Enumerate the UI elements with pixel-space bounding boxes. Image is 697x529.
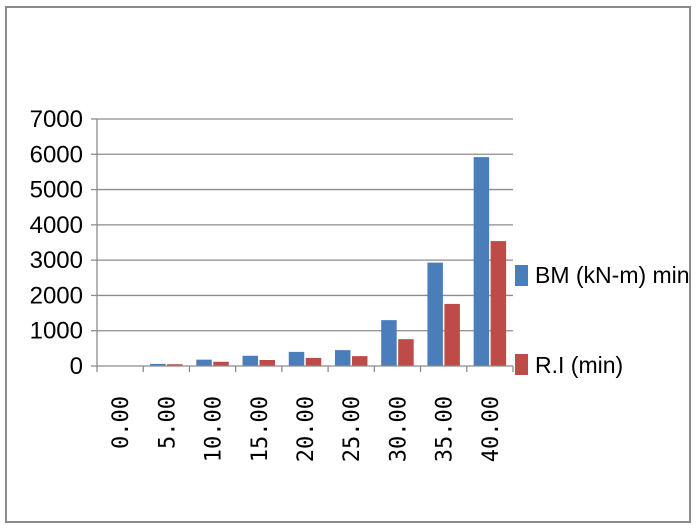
y-tick-label: 7000 xyxy=(30,106,83,133)
bar-bm-35.00 xyxy=(427,262,443,366)
bars xyxy=(150,157,507,366)
gridlines xyxy=(97,118,513,332)
x-tick-label: 20.00 xyxy=(294,396,319,462)
x-tick-label: 30.00 xyxy=(386,396,411,462)
y-tick-label: 2000 xyxy=(30,282,83,309)
chart-frame xyxy=(5,6,691,523)
bar-bm-5.00 xyxy=(150,363,166,366)
bar-bm-40.00 xyxy=(473,157,490,366)
x-tick-label: 25.00 xyxy=(340,396,365,462)
bar-bm-15.00 xyxy=(242,355,259,366)
bar-ri-25.00 xyxy=(351,356,368,366)
bar-bm-30.00 xyxy=(381,320,397,366)
bar-bm-10.00 xyxy=(196,359,212,366)
y-tick-label: 0 xyxy=(70,353,83,380)
bar-ri-20.00 xyxy=(305,357,322,366)
legend-swatch-ri xyxy=(515,354,528,375)
bar-ri-15.00 xyxy=(259,360,276,366)
bar-ri-5.00 xyxy=(167,364,183,366)
bar-bm-25.00 xyxy=(334,350,351,366)
bar-bm-20.00 xyxy=(288,351,305,366)
bar-ri-40.00 xyxy=(490,241,507,366)
x-tick-label: 40.00 xyxy=(479,396,504,462)
legend-label-bm: BM (kN-m) min xyxy=(535,262,690,288)
bar-ri-30.00 xyxy=(398,339,414,366)
x-tick-label: 10.00 xyxy=(202,396,227,462)
legend-label-ri: R.I (min) xyxy=(535,352,623,378)
bar-ri-35.00 xyxy=(444,303,460,366)
axes xyxy=(96,119,513,367)
x-tick-label: 15.00 xyxy=(248,396,273,462)
y-axis-ticks: 0 1000 2000 3000 4000 5000 6000 7000 xyxy=(30,106,97,380)
y-tick-label: 6000 xyxy=(30,141,83,168)
y-tick-label: 4000 xyxy=(30,212,83,239)
y-tick-label: 1000 xyxy=(30,318,83,345)
legend-swatch-bm xyxy=(515,265,528,286)
x-tick-label: 5.00 xyxy=(155,396,180,449)
x-tick-label: 35.00 xyxy=(433,396,458,462)
y-tick-label: 3000 xyxy=(30,247,83,274)
legend: BM (kN-m) min R.I (min) xyxy=(515,262,690,378)
bar-ri-10.00 xyxy=(213,361,229,366)
x-tick-label: 0.00 xyxy=(109,396,134,449)
y-tick-label: 5000 xyxy=(30,177,83,204)
x-axis-ticks: 0.00 5.00 10.00 15.00 20.00 25.00 30.00 35.00 40… xyxy=(96,366,514,462)
